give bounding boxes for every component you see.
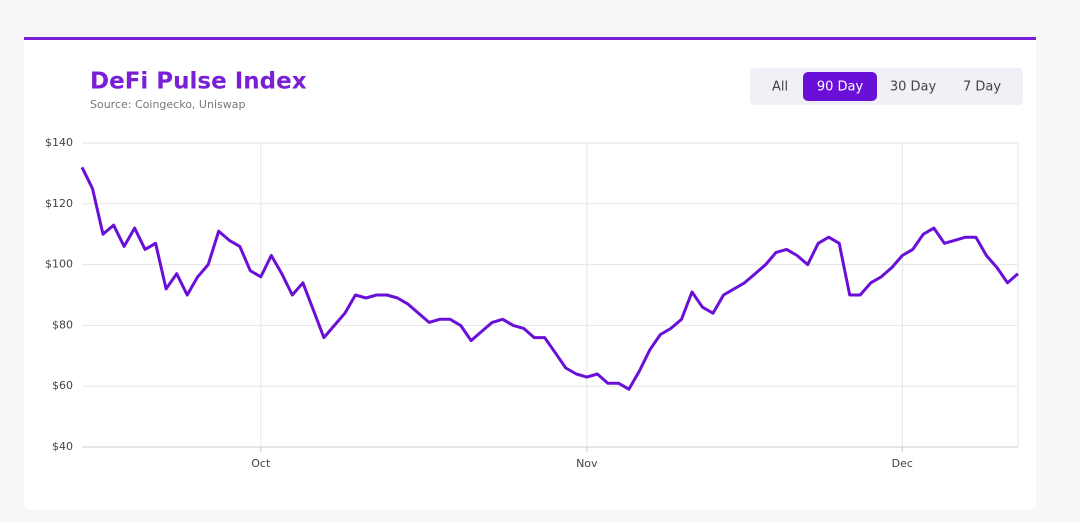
y-tick-label: $40 <box>52 440 73 453</box>
chart-title: DeFi Pulse Index <box>90 69 307 95</box>
range-button-active-bg <box>803 72 877 101</box>
y-tick-label: $140 <box>45 136 73 149</box>
x-tick-label: Dec <box>892 457 913 470</box>
range-button[interactable]: 90 Day <box>817 80 864 95</box>
y-tick-label: $100 <box>45 258 73 271</box>
y-tick-label: $80 <box>52 318 73 331</box>
y-tick-label: $120 <box>45 197 73 210</box>
card <box>24 38 1036 510</box>
chart-subtitle: Source: Coingecko, Uniswap <box>90 98 245 111</box>
card-top-border <box>24 37 1036 40</box>
price-line <box>80 166 1019 391</box>
x-tick-label: Oct <box>251 457 271 470</box>
range-button[interactable]: 7 Day <box>963 80 1001 95</box>
range-button[interactable]: All <box>772 80 788 95</box>
x-tick-label: Nov <box>576 457 598 470</box>
range-button[interactable]: 30 Day <box>890 80 937 95</box>
y-tick-label: $60 <box>52 379 73 392</box>
